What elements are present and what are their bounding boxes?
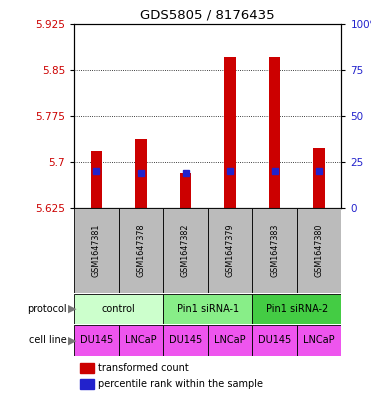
Bar bbox=[74, 294, 163, 324]
Text: LNCaP: LNCaP bbox=[214, 335, 246, 345]
Text: LNCaP: LNCaP bbox=[125, 335, 157, 345]
Text: DU145: DU145 bbox=[169, 335, 202, 345]
Bar bbox=[74, 325, 119, 356]
Text: DU145: DU145 bbox=[258, 335, 291, 345]
Text: percentile rank within the sample: percentile rank within the sample bbox=[98, 379, 263, 389]
Text: ▶: ▶ bbox=[68, 304, 76, 314]
Text: GSM1647382: GSM1647382 bbox=[181, 224, 190, 277]
Bar bbox=[119, 208, 163, 293]
Text: control: control bbox=[102, 304, 135, 314]
Bar bbox=[180, 173, 191, 208]
Text: LNCaP: LNCaP bbox=[303, 335, 335, 345]
Bar bbox=[208, 208, 252, 293]
Bar bbox=[135, 139, 147, 208]
Bar bbox=[163, 325, 208, 356]
Bar bbox=[297, 325, 341, 356]
Bar bbox=[297, 208, 341, 293]
Text: GSM1647379: GSM1647379 bbox=[226, 224, 234, 277]
Text: ▶: ▶ bbox=[68, 335, 76, 345]
Bar bbox=[79, 379, 94, 389]
Bar bbox=[252, 208, 297, 293]
Text: Pin1 siRNA-1: Pin1 siRNA-1 bbox=[177, 304, 239, 314]
Title: GDS5805 / 8176435: GDS5805 / 8176435 bbox=[141, 8, 275, 21]
Bar bbox=[252, 325, 297, 356]
Text: GSM1647383: GSM1647383 bbox=[270, 224, 279, 277]
Bar bbox=[163, 294, 252, 324]
Bar bbox=[91, 151, 102, 208]
Bar bbox=[74, 208, 119, 293]
Text: GSM1647381: GSM1647381 bbox=[92, 224, 101, 277]
Bar bbox=[252, 294, 341, 324]
Bar bbox=[269, 57, 280, 208]
Text: protocol: protocol bbox=[27, 304, 67, 314]
Text: transformed count: transformed count bbox=[98, 363, 189, 373]
Text: DU145: DU145 bbox=[80, 335, 113, 345]
Bar bbox=[79, 363, 94, 373]
Bar bbox=[208, 325, 252, 356]
Text: cell line: cell line bbox=[29, 335, 67, 345]
Bar bbox=[163, 208, 208, 293]
Bar bbox=[313, 148, 325, 208]
Bar bbox=[119, 325, 163, 356]
Text: GSM1647380: GSM1647380 bbox=[315, 224, 324, 277]
Text: Pin1 siRNA-2: Pin1 siRNA-2 bbox=[266, 304, 328, 314]
Bar bbox=[224, 57, 236, 208]
Text: GSM1647378: GSM1647378 bbox=[137, 224, 145, 277]
